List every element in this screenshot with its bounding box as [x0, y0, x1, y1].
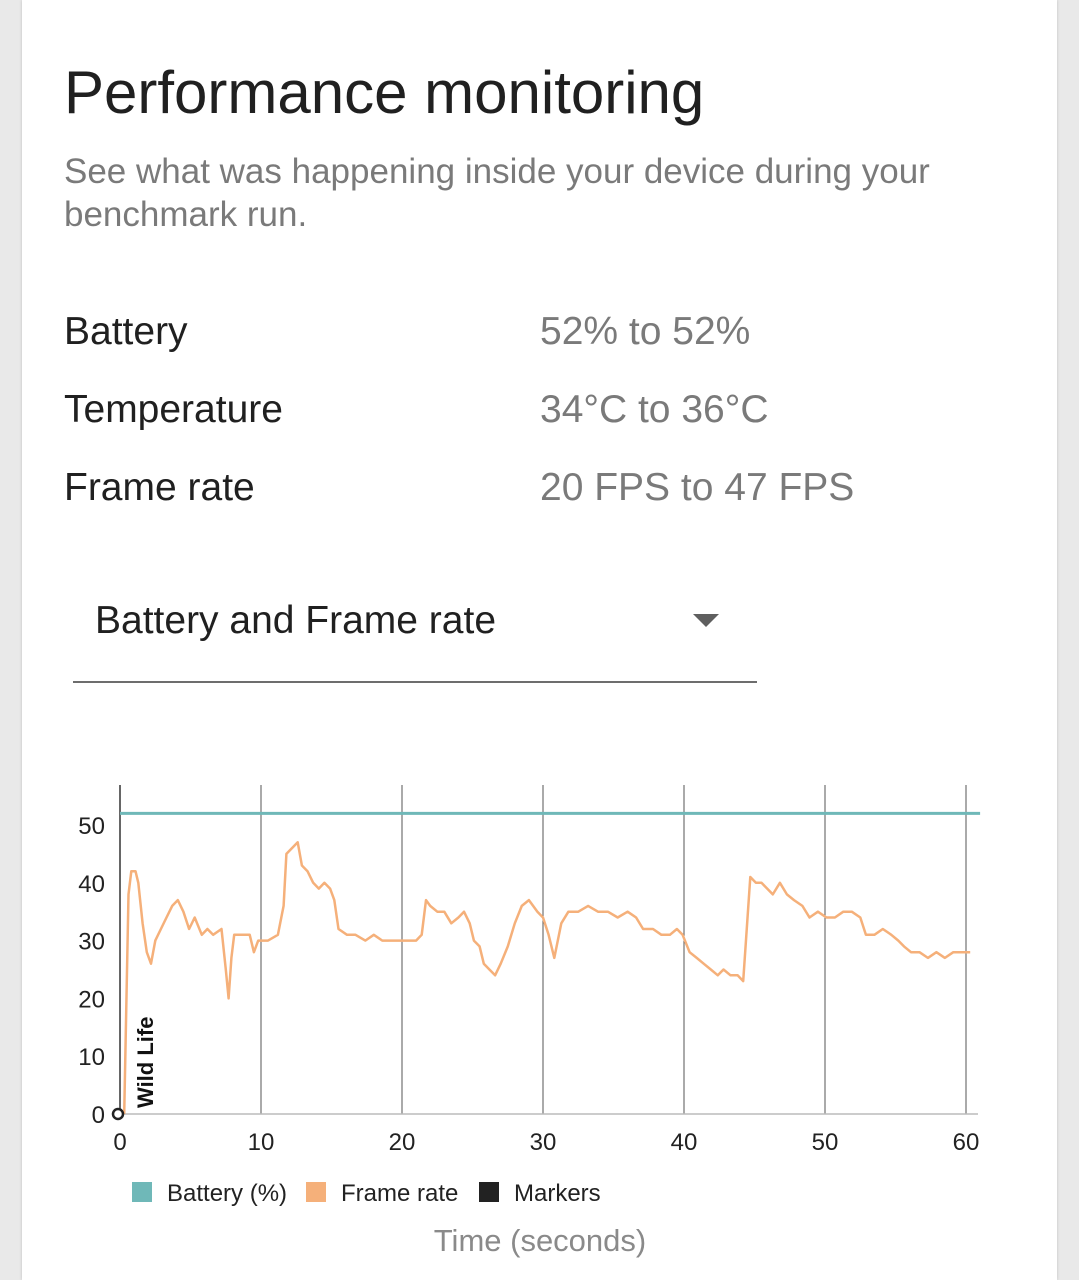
y-tick-label: 10 [78, 1044, 105, 1071]
stat-value-battery: 52% to 52% [540, 310, 751, 353]
marker-label: Wild Life [133, 1017, 158, 1108]
y-tick-label: 0 [92, 1102, 105, 1129]
legend-item-battery-label: Battery (%) [167, 1180, 287, 1207]
page-subtitle: See what was happening inside your devic… [64, 152, 930, 234]
marker-point [111, 1107, 125, 1121]
performance-monitoring-card: Performance monitoring See what was happ… [22, 0, 1057, 1280]
legend-item-markers-label: Markers [514, 1180, 601, 1207]
legend-item-battery-swatch [132, 1182, 152, 1202]
x-tick-label: 0 [113, 1129, 126, 1156]
legend-item-frame-rate-label: Frame rate [341, 1180, 458, 1207]
x-tick-label: 30 [530, 1129, 557, 1156]
chart-selector-value: Battery and Frame rate [95, 599, 497, 642]
legend-item-frame-rate-swatch [306, 1182, 326, 1202]
legend-item-markers-swatch [479, 1182, 499, 1202]
y-tick-label: 20 [78, 986, 105, 1013]
x-axis-title: Time (seconds) [434, 1223, 646, 1258]
x-tick-label: 20 [389, 1129, 416, 1156]
series-line-frame-rate [122, 841, 971, 1115]
stat-value-temperature: 34°C to 36°C [540, 388, 769, 431]
x-tick-label: 60 [953, 1129, 980, 1156]
stat-value-frame-rate: 20 FPS to 47 FPS [540, 466, 855, 509]
y-tick-label: 40 [78, 871, 105, 898]
y-tick-label: 50 [78, 813, 105, 840]
y-tick-label: 30 [78, 929, 105, 956]
chevron-down-icon[interactable] [693, 614, 719, 627]
x-tick-label: 50 [812, 1129, 839, 1156]
stat-label-frame-rate: Frame rate [64, 466, 255, 509]
x-tick-label: 40 [671, 1129, 698, 1156]
stat-label-temperature: Temperature [64, 388, 283, 431]
chart-selector-dropdown[interactable]: Battery and Frame rate [73, 585, 757, 683]
page-title: Performance monitoring [64, 59, 705, 126]
x-tick-label: 10 [248, 1129, 275, 1156]
stat-label-battery: Battery [64, 310, 188, 353]
